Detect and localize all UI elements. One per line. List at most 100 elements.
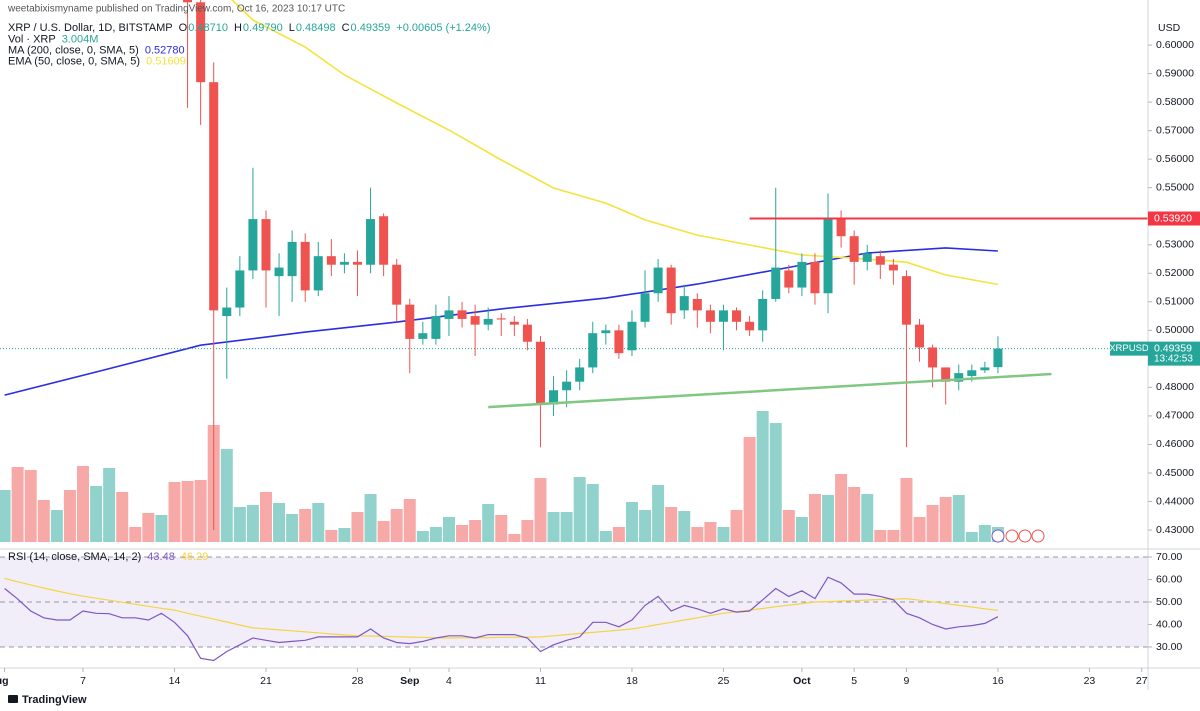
volume-bar (612, 527, 625, 542)
volume-bar (560, 512, 573, 542)
volume-bar (952, 495, 965, 542)
candle-body (405, 304, 415, 339)
x-tick-label: 27 (1136, 675, 1148, 687)
volume-bar (246, 505, 259, 542)
legend-ema: EMA (50, close, 0, SMA, 5) 0.51609 (8, 55, 186, 67)
event-icon[interactable] (1005, 529, 1019, 543)
legend-text: XRP / U.S. Dollar, 1D, BITSTAMP (8, 22, 173, 34)
volume-bar (665, 507, 678, 542)
volume-bar (900, 478, 913, 542)
candle-body (470, 316, 480, 325)
volume-bar (351, 512, 364, 542)
volume-bar (861, 494, 874, 542)
volume-bar (90, 486, 103, 542)
legend-text: 0.48498 (296, 22, 336, 34)
volume-bar (534, 478, 547, 542)
candle-body (758, 298, 768, 331)
legend-text: 0.52780 (145, 44, 185, 56)
y-tick-label: 0.52000 (1156, 267, 1194, 279)
y-tick-label: 0.57000 (1156, 124, 1194, 136)
candle-body (692, 298, 702, 311)
volume-bar (808, 494, 821, 542)
volume-bar (704, 522, 717, 542)
rsi-tick-label: 70.00 (1156, 551, 1182, 563)
y-tick-label: 0.51000 (1156, 296, 1194, 308)
candle-body (379, 216, 389, 265)
volume-bar (482, 504, 495, 542)
candle-body (222, 307, 232, 317)
candle-body (614, 330, 624, 354)
candle-body (797, 261, 807, 288)
volume-bar (913, 517, 926, 542)
x-tick-label: Sep (400, 675, 419, 687)
y-tick-label: 0.58000 (1156, 96, 1194, 108)
volume-bar (220, 449, 233, 542)
candle-body (941, 367, 951, 382)
volume-bar (129, 527, 142, 542)
candle-body (352, 261, 362, 265)
logo (8, 695, 18, 703)
volume-bar (338, 528, 351, 542)
event-icon[interactable] (991, 529, 1005, 543)
candle-body (287, 241, 297, 277)
volume-bar (652, 485, 665, 542)
legend-text: RSI (14, close, SMA, 14, 2) (8, 551, 141, 563)
price-tag (1148, 211, 1200, 226)
candle-body (235, 270, 245, 308)
volume-bar (795, 517, 808, 542)
y-tick-label: 0.45000 (1156, 467, 1194, 479)
volume-bar (390, 509, 403, 542)
candle-body (509, 321, 519, 325)
candle-body (431, 316, 441, 339)
volume-bar (769, 423, 782, 542)
volume-bar (508, 534, 521, 542)
event-icons (991, 529, 1045, 543)
candle-body (562, 381, 572, 391)
candle-body (496, 318, 506, 320)
rsi-tick-label: 50.00 (1156, 596, 1182, 608)
volume-bar (76, 466, 89, 542)
volume-bar (24, 470, 37, 542)
candle-body (640, 293, 650, 322)
volume-bar (429, 527, 442, 542)
candle-body (745, 321, 755, 331)
y-tick-label: 0.53000 (1156, 239, 1194, 251)
candle-body (993, 348, 1003, 368)
volume-bar (978, 525, 991, 542)
x-tick-label: 9 (904, 675, 910, 687)
candle-body (535, 341, 545, 405)
legend-ma: MA (200, close, 0, SMA, 5) 0.52780 (8, 44, 185, 56)
rsi-line (4, 576, 999, 662)
brand: TradingView (22, 694, 87, 706)
candle-body (209, 82, 219, 311)
legend-text: 3.004M (62, 33, 99, 45)
currency: USD (1158, 22, 1181, 34)
legend-ohlc: XRP / U.S. Dollar, 1D, BITSTAMP O0.48710 H… (8, 22, 490, 34)
candle-body (849, 236, 859, 262)
event-icon[interactable] (1018, 529, 1032, 543)
y-tick-label: 0.60000 (1156, 39, 1194, 51)
candle-body (522, 324, 532, 342)
volume-bar (312, 503, 325, 542)
y-tick-label: 0.47000 (1156, 410, 1194, 422)
volume-bar (625, 502, 638, 542)
y-tick-label: 0.46000 (1156, 438, 1194, 450)
published: weetabixismyname published on TradingVie… (7, 4, 345, 15)
event-icon[interactable] (1031, 529, 1045, 543)
legend-text: H (234, 22, 242, 34)
volume-bar (403, 499, 416, 542)
volume-bar (639, 510, 652, 542)
volume-bar (599, 531, 612, 542)
volume-bar (142, 513, 155, 542)
legend-volume: Vol · XRP 3.004M (8, 33, 98, 45)
volume-bar (848, 487, 861, 542)
volume-bar (155, 515, 168, 542)
footer: TradingView (8, 694, 87, 706)
volume-bar (926, 505, 939, 542)
x-tick-label: 21 (260, 675, 272, 687)
volume-bar (259, 492, 272, 542)
x-tick-label: 25 (718, 675, 730, 687)
candle-body (444, 310, 454, 319)
